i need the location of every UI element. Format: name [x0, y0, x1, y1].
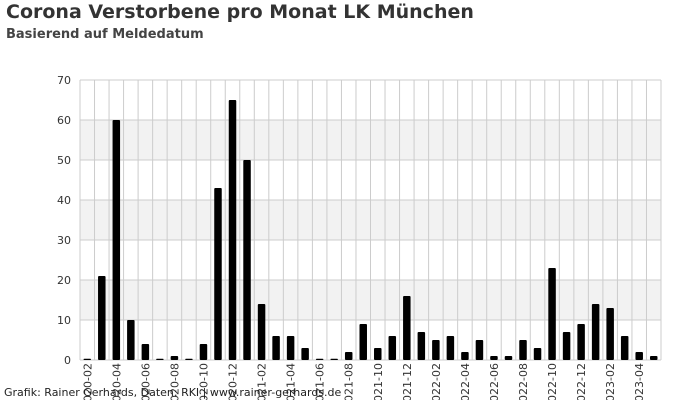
- x-tick-label: 2021-12: [401, 363, 414, 400]
- x-tick-label: 2023-04: [633, 363, 646, 400]
- bar: [374, 348, 382, 360]
- bar: [475, 340, 484, 360]
- x-tick-label: 2022-12: [575, 363, 588, 400]
- x-tick-label: 2022-06: [488, 363, 501, 400]
- bar: [199, 344, 208, 360]
- bar: [591, 304, 600, 360]
- bar: [170, 356, 179, 360]
- y-tick-label: 20: [57, 274, 71, 287]
- bar: [461, 352, 469, 360]
- bar: [257, 304, 266, 360]
- x-tick-label: 2021-06: [314, 363, 327, 400]
- bar: [330, 358, 338, 360]
- bar: [533, 348, 542, 360]
- x-tick-label: 2020-12: [227, 363, 240, 400]
- bar: [649, 356, 658, 360]
- bar: [490, 356, 498, 360]
- x-tick-label: 2020-08: [168, 363, 181, 400]
- y-tick-label: 50: [57, 154, 71, 167]
- bar: [228, 100, 237, 360]
- bar: [432, 340, 440, 360]
- gridlines: [79, 79, 662, 361]
- y-tick-label: 0: [64, 354, 71, 367]
- bar: [185, 358, 193, 360]
- y-tick-label: 70: [57, 74, 71, 87]
- x-tick-label: 2020-02: [81, 363, 94, 400]
- x-tick-label: 2023-02: [604, 363, 617, 400]
- bar: [446, 336, 455, 360]
- chart-subtitle: Basierend auf Meldedatum: [6, 27, 204, 42]
- x-tick-label: 2020-06: [139, 363, 152, 400]
- y-axis-ticks: 0 10 20 30 40 50 60 70: [57, 74, 71, 367]
- bar: [519, 340, 527, 360]
- bar: [388, 336, 397, 360]
- bar: [403, 296, 411, 360]
- bar: [359, 324, 367, 360]
- x-tick-label: 2020-04: [110, 363, 123, 400]
- bar: [620, 336, 629, 360]
- bars: [83, 100, 658, 360]
- bar: [417, 332, 426, 360]
- x-tick-label: 2022-02: [430, 363, 443, 400]
- bar: [141, 344, 150, 360]
- y-tick-label: 60: [57, 114, 71, 127]
- y-tick-label: 40: [57, 194, 71, 207]
- bar: [272, 336, 280, 360]
- bar: [112, 120, 121, 360]
- bar: [548, 268, 556, 360]
- x-axis-ticks: 2020-02 2020-04 2020-06 2020-08 2020-10 2020-…: [81, 363, 646, 400]
- bar: [286, 336, 295, 360]
- bar: [606, 308, 614, 360]
- x-tick-label: 2022-04: [459, 363, 472, 400]
- bar: [562, 332, 571, 360]
- bar: [315, 358, 324, 360]
- footer-credit: Grafik: Rainer Gerhards, Daten: RKI | ww…: [4, 386, 342, 399]
- x-tick-label: 2021-08: [343, 363, 356, 400]
- bar: [156, 358, 164, 360]
- x-tick-label: 2022-10: [546, 363, 559, 400]
- bar: [83, 358, 92, 360]
- bar: [98, 276, 106, 360]
- chart-title: Corona Verstorbene pro Monat LK München: [6, 1, 474, 23]
- bar: [635, 352, 643, 360]
- x-tick-label: 2022-08: [517, 363, 530, 400]
- x-tick-label: 2021-02: [256, 363, 269, 400]
- bar: [301, 348, 309, 360]
- y-tick-label: 30: [57, 234, 71, 247]
- bar: [127, 320, 135, 360]
- bar: [243, 160, 251, 360]
- x-tick-label: 2020-10: [197, 363, 210, 400]
- bar: [577, 324, 585, 360]
- x-tick-label: 2021-10: [372, 363, 385, 400]
- bar: [214, 188, 222, 360]
- bar: [504, 356, 513, 360]
- bar: [344, 352, 353, 360]
- x-tick-label: 2021-04: [285, 363, 298, 400]
- y-tick-label: 10: [57, 314, 71, 327]
